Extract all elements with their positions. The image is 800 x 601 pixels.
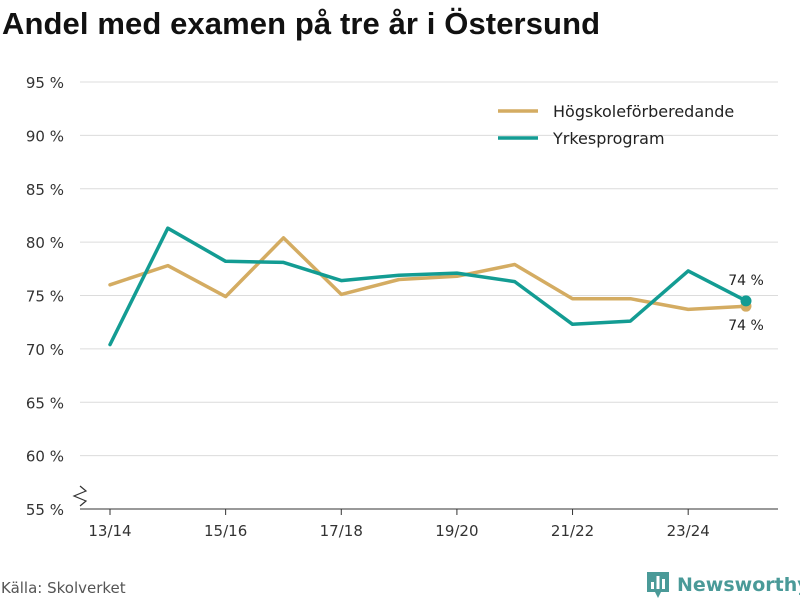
legend-label: Yrkesprogram — [552, 129, 665, 148]
series-line-yrkesprogram — [108, 226, 748, 347]
chart-title: Andel med examen på tre år i Östersund — [2, 6, 601, 41]
legend-label: Högskoleförberedande — [553, 102, 734, 121]
x-tick-label: 21/22 — [551, 522, 594, 540]
grid-lines — [80, 81, 778, 457]
axis-break-icon — [72, 485, 88, 507]
y-axis: 55 % 60 % 65 % 70 % 75 % 80 % 85 % 90 % 95 % — [26, 74, 64, 519]
end-value-label: 74 % — [728, 318, 764, 334]
series-lines — [108, 226, 752, 347]
x-tick-label: 23/24 — [667, 522, 710, 540]
end-labels: 74 % 74 % — [728, 273, 764, 334]
y-tick-label: 75 % — [26, 288, 64, 306]
x-tick-labels: 13/14 15/16 17/18 19/20 21/22 23/24 — [88, 509, 710, 540]
y-tick-label: 80 % — [26, 234, 64, 252]
bar-chart-logo-icon — [647, 572, 669, 598]
legend: Högskoleförberedande Yrkesprogram — [498, 102, 734, 148]
x-tick-label: 15/16 — [204, 522, 247, 540]
x-tick-label: 19/20 — [435, 522, 478, 540]
y-tick-label: 90 % — [26, 127, 64, 145]
series-line-hogskoleforberedande — [108, 236, 748, 312]
x-tick-label: 13/14 — [88, 522, 131, 540]
y-tick-label: 95 % — [26, 74, 64, 92]
x-tick-label: 17/18 — [320, 522, 363, 540]
brand-name: Newsworthy — [677, 574, 800, 596]
source-note: Källa: Skolverket — [1, 579, 126, 597]
y-tick-label: 85 % — [26, 181, 64, 199]
y-tick-label: 70 % — [26, 341, 64, 359]
end-value-label: 74 % — [728, 273, 764, 289]
y-tick-label: 55 % — [26, 501, 64, 519]
series-end-point — [740, 295, 752, 307]
brand-logo: Newsworthy — [645, 569, 800, 601]
y-tick-label: 65 % — [26, 394, 64, 412]
y-tick-label: 60 % — [26, 448, 64, 466]
